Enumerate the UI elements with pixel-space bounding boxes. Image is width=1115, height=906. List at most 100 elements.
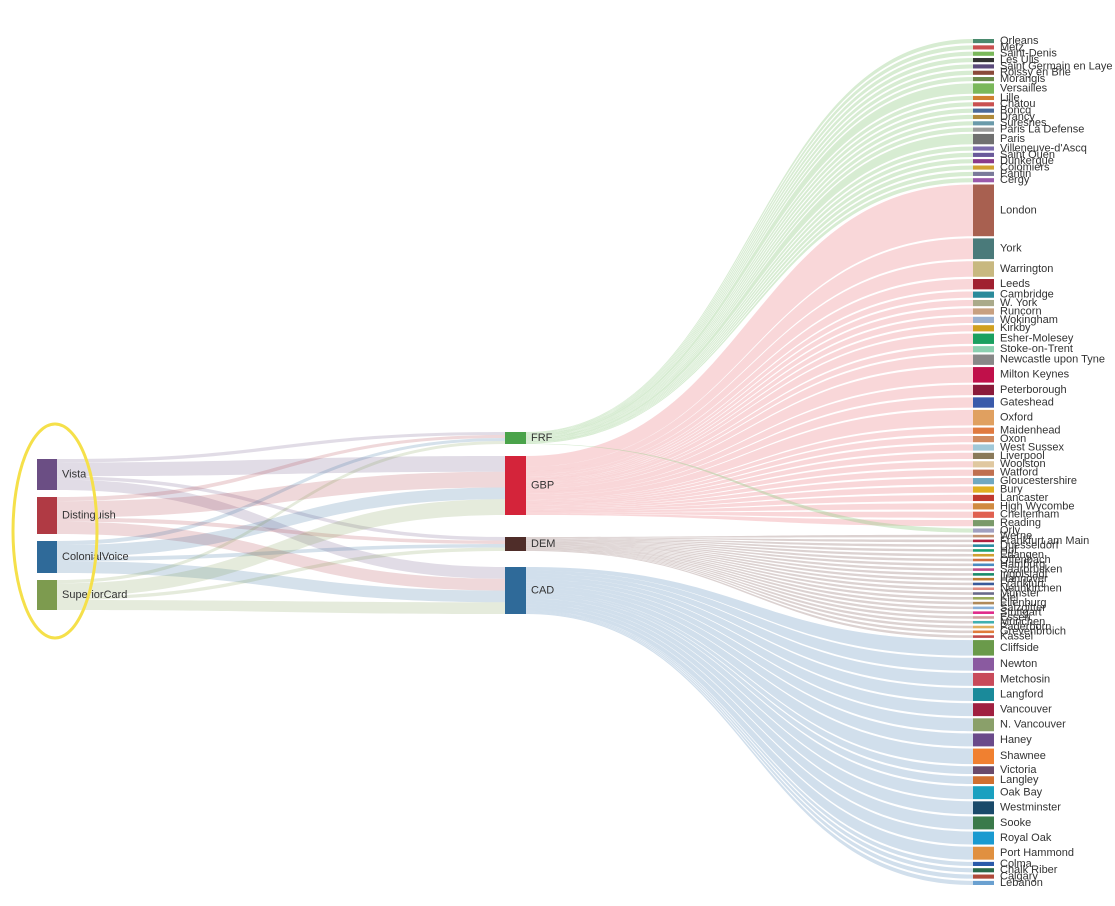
link-cad-victoria[interactable] — [526, 591, 973, 775]
destination-node-hof[interactable] — [973, 549, 994, 552]
destination-node-neunkirchen[interactable] — [973, 587, 994, 591]
link-gbp-west-sussex[interactable] — [526, 444, 973, 504]
destination-node-westminster[interactable] — [973, 801, 994, 815]
destination-node-duesseldorf[interactable] — [973, 544, 994, 547]
destination-node-milton-keynes[interactable] — [973, 367, 994, 383]
link-distinguish-cad[interactable] — [57, 521, 505, 591]
destination-node-shawnee[interactable] — [973, 748, 994, 765]
link-colonialvoice-frf[interactable] — [57, 438, 505, 545]
link-frf-orleans[interactable] — [526, 39, 973, 433]
destination-node-saint-ouen[interactable] — [973, 152, 994, 157]
destination-node-eilenburg[interactable] — [973, 601, 994, 605]
link-cad-newton[interactable] — [526, 570, 973, 671]
link-gbp-london[interactable] — [526, 184, 973, 467]
link-cad-calgary[interactable] — [526, 612, 973, 879]
link-gbp-stoke-on-trent[interactable] — [526, 346, 973, 487]
link-frf-morangis[interactable] — [526, 77, 973, 436]
link-frf-suresnes[interactable] — [526, 121, 973, 439]
destination-node-pantin[interactable] — [973, 171, 994, 176]
link-cad-haney[interactable] — [526, 585, 973, 747]
destination-node-kiel[interactable] — [973, 597, 994, 600]
link-frf-orly[interactable] — [526, 443, 973, 533]
link-dem-grevenbroich[interactable] — [526, 549, 973, 634]
currency-node-cad[interactable] — [505, 567, 526, 614]
link-gbp-gateshead[interactable] — [526, 397, 973, 497]
destination-node-frankfurt[interactable] — [973, 582, 994, 586]
link-frf-colomiers[interactable] — [526, 165, 973, 443]
destination-node-chatou[interactable] — [973, 102, 994, 107]
destination-node-west-sussex[interactable] — [973, 444, 994, 451]
link-superiorcard-cad[interactable] — [57, 600, 505, 614]
destination-node-maidenhead[interactable] — [973, 427, 994, 434]
destination-node-villeneuve-d-ascq[interactable] — [973, 146, 994, 151]
destination-node-langford[interactable] — [973, 688, 994, 701]
link-dem-hannover[interactable] — [526, 542, 973, 581]
destination-node-london[interactable] — [973, 184, 994, 237]
destination-node-woolston[interactable] — [973, 461, 994, 468]
destination-node-suresnes[interactable] — [973, 121, 994, 126]
source-node-vista[interactable] — [37, 459, 57, 490]
link-gbp-watford[interactable] — [526, 469, 973, 508]
destination-node-orleans[interactable] — [973, 39, 994, 44]
link-gbp-milton-keynes[interactable] — [526, 367, 973, 492]
link-dem-eilenburg[interactable] — [526, 545, 973, 605]
link-dem-duesseldorf[interactable] — [526, 538, 973, 547]
source-node-distinguish[interactable] — [37, 497, 57, 534]
link-vista-dem[interactable] — [57, 476, 505, 541]
link-cad-chalk-riber[interactable] — [526, 611, 973, 873]
link-cad-cliffside[interactable] — [526, 567, 973, 656]
link-dem-erlangen[interactable] — [526, 539, 973, 557]
link-distinguish-frf[interactable] — [57, 435, 505, 502]
link-gbp-gloucestershire[interactable] — [526, 478, 973, 509]
link-gbp-warrington[interactable] — [526, 261, 973, 475]
destination-node-saarbrucken[interactable] — [973, 568, 994, 571]
destination-node-chalk-riber[interactable] — [973, 868, 994, 873]
destination-node-wokingham[interactable] — [973, 316, 994, 323]
link-distinguish-dem[interactable] — [57, 517, 505, 544]
link-colonialvoice-cad[interactable] — [57, 561, 505, 603]
link-gbp-esher-molesey[interactable] — [526, 333, 973, 486]
destination-node-frankfurt-am-main[interactable] — [973, 539, 994, 543]
link-dem-frankfurt[interactable] — [526, 543, 973, 586]
destination-node-paris-la-defense[interactable] — [973, 127, 994, 132]
link-dem-kiel[interactable] — [526, 545, 973, 600]
link-cad-langley[interactable] — [526, 593, 973, 785]
currency-node-dem[interactable] — [505, 537, 526, 551]
link-gbp-reading[interactable] — [526, 513, 973, 527]
destination-node-salzgitter[interactable] — [973, 606, 994, 610]
destination-node-werne[interactable] — [973, 534, 994, 538]
destination-node-gloucestershire[interactable] — [973, 478, 994, 485]
link-distinguish-gbp[interactable] — [57, 471, 505, 518]
link-gbp-lancaster[interactable] — [526, 494, 973, 512]
destination-node-langley[interactable] — [973, 776, 994, 785]
link-vista-gbp[interactable] — [57, 456, 505, 477]
destination-node-reading[interactable] — [973, 520, 994, 527]
destination-node-munchen[interactable] — [973, 620, 994, 624]
source-node-superiorcard[interactable] — [37, 580, 57, 610]
link-frf-lille[interactable] — [526, 95, 973, 438]
destination-node-port-hammond[interactable] — [973, 846, 994, 860]
link-gbp-runcorn[interactable] — [526, 308, 973, 481]
destination-node-runcorn[interactable] — [973, 308, 994, 315]
link-gbp-cheltenham[interactable] — [526, 511, 973, 518]
link-frf-chatou[interactable] — [526, 102, 973, 438]
destination-node-oxford[interactable] — [973, 409, 994, 426]
destination-node-kirkby[interactable] — [973, 325, 994, 332]
link-frf-saint-ouen[interactable] — [526, 152, 973, 442]
destination-node-cliffside[interactable] — [973, 640, 994, 656]
link-cad-n-vancouver[interactable] — [526, 582, 973, 732]
destination-node-watford[interactable] — [973, 469, 994, 476]
destination-node-orly[interactable] — [973, 528, 994, 533]
link-gbp-woolston[interactable] — [526, 461, 973, 506]
destination-node-boncq[interactable] — [973, 108, 994, 113]
destination-node-roissy-en-brie[interactable] — [973, 70, 994, 75]
link-cad-sooke[interactable] — [526, 601, 973, 830]
link-cad-port-hammond[interactable] — [526, 607, 973, 860]
link-cad-vancouver[interactable] — [526, 579, 973, 717]
destination-node-versailles[interactable] — [973, 83, 994, 94]
destination-node-drancy[interactable] — [973, 114, 994, 120]
link-dem-kassel[interactable] — [526, 550, 973, 638]
link-frf-pantin[interactable] — [526, 171, 973, 444]
link-vista-frf[interactable] — [57, 432, 505, 463]
link-vista-cad[interactable] — [57, 479, 505, 579]
